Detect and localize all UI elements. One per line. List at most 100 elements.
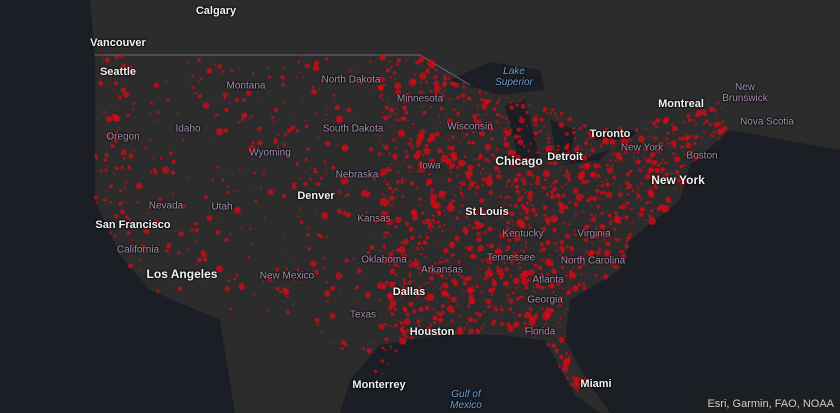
dot — [118, 126, 120, 129]
dot — [442, 151, 445, 154]
dot — [439, 245, 442, 248]
dot — [399, 190, 401, 192]
dot — [202, 102, 210, 109]
dot — [217, 64, 222, 69]
dot — [602, 137, 610, 145]
dot — [387, 363, 389, 366]
place-label: Wisconsin — [447, 121, 493, 133]
dot — [528, 272, 531, 275]
dot — [389, 268, 396, 275]
dot — [437, 148, 442, 154]
dot — [448, 273, 451, 276]
dot — [567, 151, 571, 155]
dot — [527, 194, 533, 200]
dot — [563, 357, 571, 366]
dot — [191, 74, 194, 78]
place-label: Montana — [226, 80, 266, 92]
dot — [694, 134, 699, 140]
dot — [539, 285, 545, 290]
dot — [644, 218, 647, 221]
dot — [241, 112, 248, 119]
dot — [296, 215, 300, 218]
dot — [461, 204, 464, 207]
water-label: Lake Superior — [495, 66, 533, 88]
dot — [384, 323, 388, 326]
dot — [433, 77, 436, 80]
dot — [335, 272, 343, 279]
dot — [552, 145, 555, 148]
dot — [685, 142, 692, 149]
dot — [262, 172, 265, 175]
dot — [554, 242, 558, 245]
dot — [443, 223, 445, 226]
dot — [325, 172, 328, 175]
dot — [411, 145, 414, 149]
dot — [717, 121, 722, 126]
dot — [551, 268, 556, 274]
dot — [454, 332, 458, 335]
dot — [475, 284, 478, 288]
dot — [169, 151, 173, 155]
dot — [647, 194, 650, 197]
dot — [434, 285, 437, 288]
dot — [508, 196, 511, 199]
dot — [635, 192, 639, 195]
dot — [504, 196, 508, 200]
dot — [596, 230, 601, 234]
dot — [388, 296, 392, 300]
dot — [324, 113, 328, 117]
dot — [314, 270, 320, 275]
dot — [395, 89, 401, 96]
dot — [418, 235, 422, 238]
dot — [394, 187, 398, 191]
dot — [186, 248, 189, 251]
dot — [556, 281, 561, 286]
dot — [393, 323, 398, 328]
dot — [554, 114, 557, 117]
dot — [637, 160, 641, 163]
dot — [633, 151, 636, 154]
dot — [509, 128, 513, 132]
dot — [117, 95, 122, 100]
great-lakes — [450, 62, 640, 165]
dot — [270, 115, 274, 119]
dot — [441, 260, 443, 263]
dot — [552, 227, 557, 233]
dot — [286, 310, 290, 314]
dot — [254, 199, 258, 203]
dot — [242, 98, 247, 102]
dot — [159, 156, 163, 160]
dot — [522, 181, 527, 186]
dot — [320, 331, 323, 334]
dot — [273, 108, 278, 113]
dot — [359, 81, 363, 85]
dot — [239, 168, 241, 170]
dot — [477, 207, 481, 211]
dot — [557, 117, 560, 120]
dot — [395, 180, 400, 184]
dot — [435, 69, 438, 72]
dot — [563, 148, 566, 151]
dot — [381, 259, 386, 263]
dot — [383, 235, 386, 239]
dot — [407, 280, 412, 285]
dot — [161, 166, 170, 174]
dot — [215, 113, 219, 116]
dot — [509, 325, 513, 329]
dot — [568, 355, 571, 359]
dot — [263, 169, 266, 171]
dot — [589, 224, 591, 226]
dot — [468, 224, 471, 227]
dot — [539, 117, 544, 122]
dot — [404, 311, 406, 314]
dot — [388, 262, 390, 265]
dot — [127, 166, 132, 171]
dot — [458, 186, 461, 188]
dot — [252, 294, 255, 297]
dot — [664, 161, 668, 165]
dot — [533, 165, 537, 169]
dot — [290, 125, 296, 131]
dot — [250, 243, 253, 246]
dot — [120, 149, 127, 156]
dot — [424, 255, 427, 259]
